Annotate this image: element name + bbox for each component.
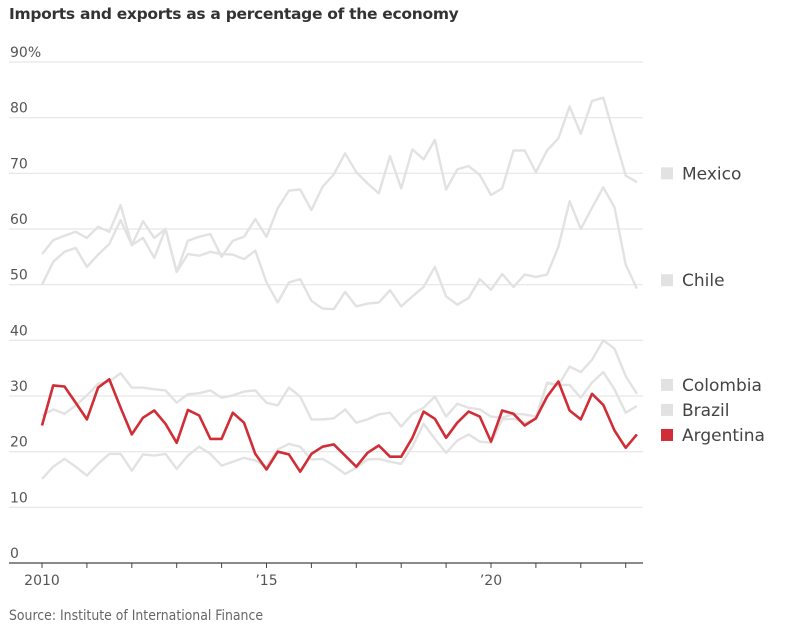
series-lines	[40, 96, 638, 480]
x-tick-label: ’20	[480, 573, 502, 589]
y-tick-label: 40	[10, 323, 28, 339]
x-tick-label: 2010	[24, 573, 60, 589]
y-axis-ticks: 0 10 20 30 40 50 60 70 80 90%	[10, 45, 41, 562]
y-tick-label: 0	[10, 546, 19, 562]
legend-swatch-brazil	[661, 403, 673, 416]
chart-title: Imports and exports as a percentage of t…	[9, 5, 459, 23]
legend-swatch-chile	[661, 274, 673, 287]
legend-swatch-mexico	[661, 167, 673, 180]
legend-swatch-argentina	[661, 428, 673, 441]
series-line-mexico	[41, 96, 638, 274]
legend: Mexico Chile Colombia Brazil Argentina	[661, 164, 765, 446]
y-tick-label: 80	[10, 101, 28, 117]
y-tick-label: 70	[10, 156, 28, 172]
y-tick-label: 20	[10, 435, 28, 451]
source-note: Source: Institute of International Finan…	[9, 608, 263, 624]
x-tick-label: ’15	[255, 573, 277, 589]
series-line-argentina	[40, 377, 638, 474]
x-axis: 2010 ’15 ’20	[9, 562, 643, 589]
legend-label-brazil: Brazil	[682, 401, 729, 421]
y-tick-label: 60	[10, 212, 28, 228]
legend-label-mexico: Mexico	[682, 164, 741, 184]
legend-label-colombia: Colombia	[682, 376, 762, 396]
gridlines	[9, 61, 643, 508]
legend-label-argentina: Argentina	[682, 426, 765, 446]
legend-swatch-colombia	[661, 378, 673, 391]
y-tick-label: 50	[10, 268, 28, 284]
legend-label-chile: Chile	[682, 271, 725, 291]
y-tick-label: 90%	[10, 45, 41, 61]
y-tick-label: 10	[10, 490, 28, 506]
series-line-chile	[40, 186, 638, 311]
y-tick-label: 30	[10, 379, 28, 395]
series-line-colombia	[41, 339, 638, 428]
